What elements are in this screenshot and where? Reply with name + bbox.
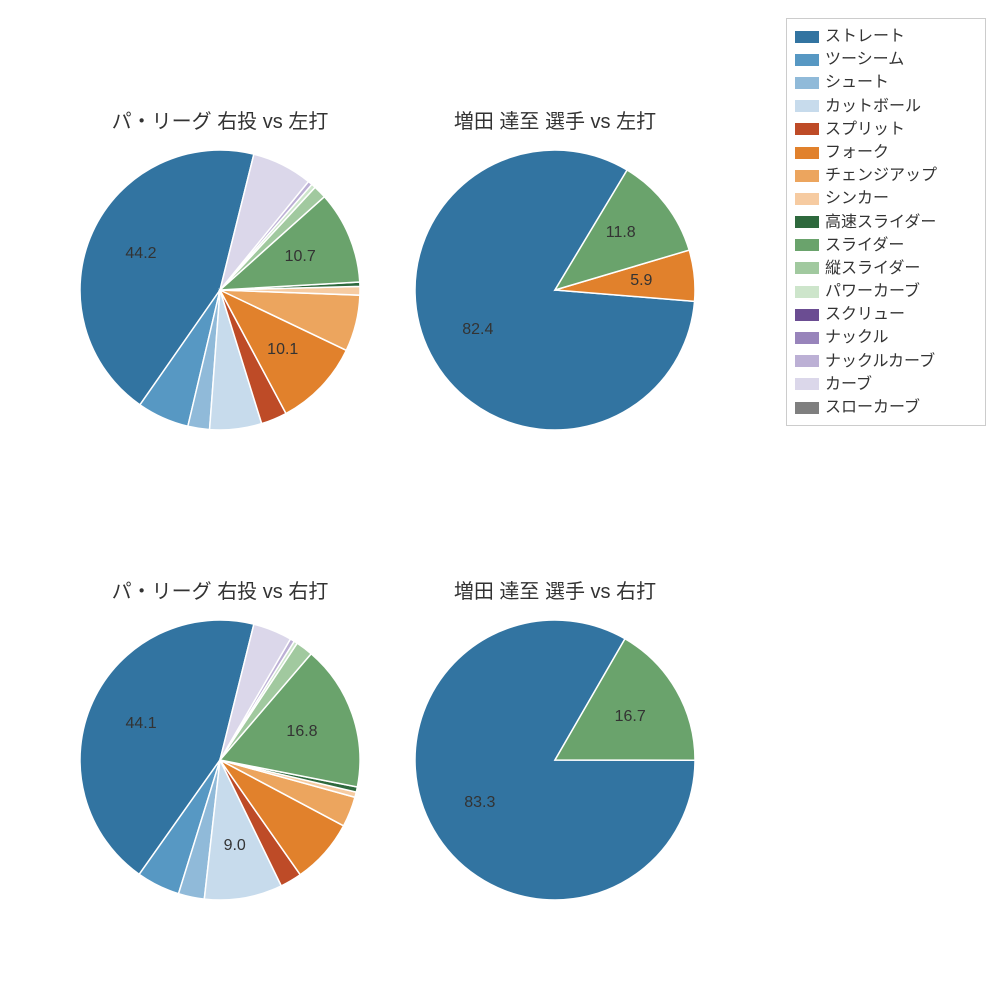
legend-swatch — [795, 193, 819, 205]
pie-slice-label: 10.1 — [267, 341, 298, 359]
legend-label: 高速スライダー — [825, 211, 936, 234]
pie-slice-label: 16.7 — [615, 708, 646, 726]
pie-chart — [413, 148, 697, 432]
legend-swatch — [795, 239, 819, 251]
legend-swatch — [795, 262, 819, 274]
legend-item: ナックル — [795, 326, 977, 349]
legend-label: スローカーブ — [825, 396, 920, 419]
legend-label: カーブ — [825, 373, 872, 396]
legend-label: カットボール — [825, 95, 921, 118]
legend-swatch — [795, 402, 819, 414]
legend-swatch — [795, 332, 819, 344]
legend-label: ナックルカーブ — [825, 350, 935, 373]
legend-label: ナックル — [825, 326, 889, 349]
legend-label: パワーカーブ — [825, 280, 920, 303]
legend-item: ストレート — [795, 25, 977, 48]
legend-swatch — [795, 216, 819, 228]
legend-item: シュート — [795, 71, 977, 94]
pie-slice-label: 9.0 — [224, 837, 246, 855]
legend-swatch — [795, 100, 819, 112]
legend-item: ツーシーム — [795, 48, 977, 71]
legend-item: フォーク — [795, 141, 977, 164]
legend: ストレートツーシームシュートカットボールスプリットフォークチェンジアップシンカー… — [786, 18, 986, 426]
legend-item: スライダー — [795, 234, 977, 257]
legend-label: シンカー — [825, 187, 889, 210]
legend-swatch — [795, 309, 819, 321]
pie-chart — [78, 618, 362, 902]
legend-label: チェンジアップ — [825, 164, 937, 187]
legend-swatch — [795, 286, 819, 298]
legend-item: ナックルカーブ — [795, 350, 977, 373]
legend-item: チェンジアップ — [795, 164, 977, 187]
chart-title: 増田 達至 選手 vs 右打 — [355, 575, 755, 604]
legend-swatch — [795, 170, 819, 182]
legend-item: スプリット — [795, 118, 977, 141]
legend-label: スプリット — [825, 118, 905, 141]
chart-title: 増田 達至 選手 vs 左打 — [355, 105, 755, 134]
legend-label: スライダー — [825, 234, 904, 257]
pie-slice-label: 5.9 — [630, 272, 652, 290]
pie-slice-label: 83.3 — [464, 794, 495, 812]
pie-chart — [78, 148, 362, 432]
legend-swatch — [795, 123, 819, 135]
legend-swatch — [795, 355, 819, 367]
legend-item: カーブ — [795, 373, 977, 396]
legend-label: 縦スライダー — [825, 257, 920, 280]
legend-label: ストレート — [825, 25, 905, 48]
legend-swatch — [795, 378, 819, 390]
legend-item: 縦スライダー — [795, 257, 977, 280]
legend-item: 高速スライダー — [795, 211, 977, 234]
legend-label: フォーク — [825, 141, 889, 164]
legend-item: パワーカーブ — [795, 280, 977, 303]
legend-item: カットボール — [795, 95, 977, 118]
legend-swatch — [795, 147, 819, 159]
legend-swatch — [795, 54, 819, 66]
legend-label: ツーシーム — [825, 48, 904, 71]
pie-slice-label: 16.8 — [286, 723, 317, 741]
legend-item: スクリュー — [795, 303, 977, 326]
pie-slice-label: 82.4 — [462, 321, 493, 339]
pie-slice-label: 11.8 — [606, 224, 636, 242]
legend-item: シンカー — [795, 187, 977, 210]
pie-slice-label: 10.7 — [285, 248, 316, 266]
pie-slice-label: 44.1 — [126, 715, 157, 733]
legend-swatch — [795, 31, 819, 43]
legend-swatch — [795, 77, 819, 89]
legend-item: スローカーブ — [795, 396, 977, 419]
legend-label: シュート — [825, 71, 889, 94]
pie-chart — [413, 618, 697, 902]
pie-slice-label: 44.2 — [125, 245, 156, 263]
legend-label: スクリュー — [825, 303, 905, 326]
